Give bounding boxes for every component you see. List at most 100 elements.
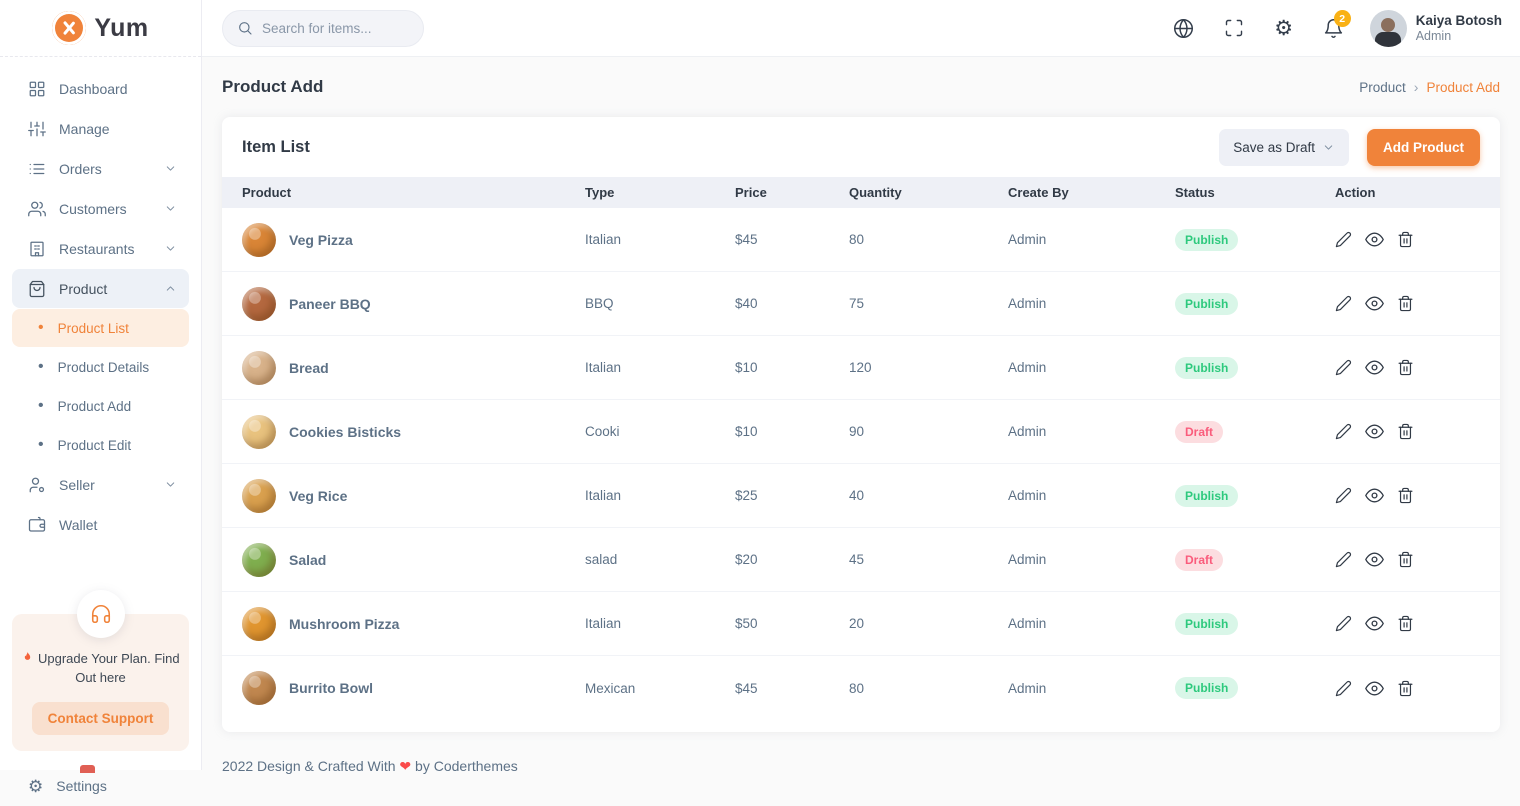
save-as-draft-button[interactable]: Save as Draft [1219, 128, 1349, 166]
product-create-by: Admin [1008, 296, 1047, 311]
view-eye-icon[interactable] [1365, 550, 1384, 569]
sidebar-subitem-product-details[interactable]: • Product Details [12, 348, 189, 386]
edit-pencil-icon[interactable] [1335, 487, 1352, 504]
edit-pencil-icon[interactable] [1335, 423, 1352, 440]
sidebar-item-dashboard[interactable]: Dashboard [12, 69, 189, 108]
delete-trash-icon[interactable] [1397, 487, 1414, 504]
language-button[interactable] [1164, 8, 1204, 48]
table-row: Bread Italian $10 120 Admin Publish [222, 336, 1500, 400]
globe-icon [1174, 18, 1194, 38]
sidebar-item-label: Customers [59, 200, 127, 217]
search-input[interactable] [262, 20, 402, 36]
product-price: $10 [735, 360, 758, 375]
brand-logo[interactable]: Yum [0, 0, 201, 57]
view-eye-icon[interactable] [1365, 422, 1384, 441]
list-icon [29, 163, 45, 174]
product-create-by: Admin [1008, 552, 1047, 567]
user-menu[interactable]: Kaiya Botosh Admin [1369, 9, 1502, 47]
sidebar-item-label: Restaurants [59, 240, 135, 257]
delete-trash-icon[interactable] [1397, 680, 1414, 697]
view-eye-icon[interactable] [1365, 230, 1384, 249]
sidebar-subitem-product-edit[interactable]: • Product Edit [12, 426, 189, 464]
breadcrumb-product-link[interactable]: Product [1359, 79, 1406, 95]
edit-pencil-icon[interactable] [1335, 231, 1352, 248]
add-product-button[interactable]: Add Product [1367, 128, 1480, 166]
flame-icon [25, 652, 31, 660]
sidebar-item-orders[interactable]: Orders [12, 149, 189, 188]
users-icon [28, 201, 46, 216]
sidebar-nav: Dashboard Manage Orders Customers Restau… [0, 69, 201, 544]
status-badge: Draft [1175, 420, 1224, 443]
view-eye-icon[interactable] [1365, 294, 1384, 313]
delete-trash-icon[interactable] [1397, 231, 1414, 248]
chevron-down-icon [166, 166, 175, 171]
notifications-button[interactable]: 2 [1314, 8, 1354, 48]
product-name: Veg Rice [289, 487, 348, 504]
sidebar-item-product[interactable]: Product [12, 269, 189, 308]
sidebar-item-seller[interactable]: Seller [12, 465, 189, 504]
sidebar-item-wallet[interactable]: Wallet [12, 505, 189, 544]
search-bar [222, 9, 424, 47]
table-row: Veg Pizza Italian $45 80 Admin Publish [222, 208, 1500, 272]
view-eye-icon[interactable] [1365, 358, 1384, 377]
sidebar-item-settings[interactable]: ⚙ Settings [12, 767, 189, 806]
product-quantity: 75 [849, 296, 865, 311]
delete-trash-icon[interactable] [1397, 615, 1414, 632]
status-badge: Publish [1175, 356, 1239, 379]
sidebar-subitem-product-list[interactable]: • Product List [12, 309, 189, 347]
sidebar-subitem-product-add[interactable]: • Product Add [12, 387, 189, 425]
column-header: Status [1175, 185, 1215, 200]
product-create-by: Admin [1008, 424, 1047, 439]
sidebar-item-label: Manage [59, 120, 110, 137]
table-row: Paneer BBQ BBQ $40 75 Admin Publish [222, 272, 1500, 336]
page-title: Product Add [222, 77, 324, 96]
upgrade-panel: Upgrade Your Plan. Find Out here Contact… [12, 590, 189, 751]
sidebar-subitem-label: Product Edit [57, 437, 132, 453]
edit-pencil-icon[interactable] [1335, 295, 1352, 312]
edit-pencil-icon[interactable] [1335, 680, 1352, 697]
product-type: Italian [585, 488, 622, 503]
user-role: Admin [1415, 29, 1452, 44]
product-quantity: 80 [849, 680, 865, 696]
view-eye-icon[interactable] [1365, 679, 1384, 698]
fullscreen-button[interactable] [1214, 8, 1254, 48]
sidebar-item-customers[interactable]: Customers [12, 189, 189, 228]
card-title: Item List [242, 137, 310, 156]
sidebar-item-manage[interactable]: Manage [12, 109, 189, 148]
delete-trash-icon[interactable] [1397, 295, 1414, 312]
bullet-icon: • [38, 436, 44, 453]
paneer-bbq-image [242, 286, 276, 321]
delete-trash-icon[interactable] [1397, 551, 1414, 568]
edit-pencil-icon[interactable] [1335, 359, 1352, 376]
edit-pencil-icon[interactable] [1335, 551, 1352, 568]
delete-trash-icon[interactable] [1397, 359, 1414, 376]
status-badge: Draft [1175, 548, 1224, 571]
status-badge: Publish [1175, 677, 1239, 699]
delete-trash-icon[interactable] [1397, 423, 1414, 440]
product-price: $25 [735, 488, 758, 503]
settings-button[interactable]: ⚙ [1264, 8, 1304, 48]
product-name: Cookies Bisticks [289, 423, 402, 440]
edit-pencil-icon[interactable] [1335, 615, 1352, 632]
product-name: Bread [289, 359, 329, 376]
sidebar-item-restaurants[interactable]: Restaurants [12, 229, 189, 268]
product-price: $50 [735, 616, 758, 631]
heart-icon: ❤ [399, 758, 412, 774]
chevron-down-icon [166, 246, 175, 251]
user-gear-icon [29, 477, 45, 492]
view-eye-icon[interactable] [1365, 486, 1384, 505]
bullet-icon: • [38, 319, 44, 336]
sidebar-subitem-label: Product List [57, 320, 129, 336]
sidebar-item-label: Settings [56, 778, 107, 795]
contact-support-button[interactable]: Contact Support [31, 701, 170, 735]
logout-icon-partial [80, 765, 95, 773]
product-create-by: Admin [1008, 232, 1047, 247]
view-eye-icon[interactable] [1365, 614, 1384, 633]
product-type: Italian [585, 232, 622, 247]
chevron-down-icon [166, 482, 175, 487]
product-type: Italian [585, 360, 622, 375]
product-type: Cooki [585, 424, 620, 439]
product-type: BBQ [585, 296, 614, 311]
product-name: Mushroom Pizza [289, 615, 400, 632]
table-header-row: Product Type Price Quantity Create By Status A… [222, 177, 1500, 208]
